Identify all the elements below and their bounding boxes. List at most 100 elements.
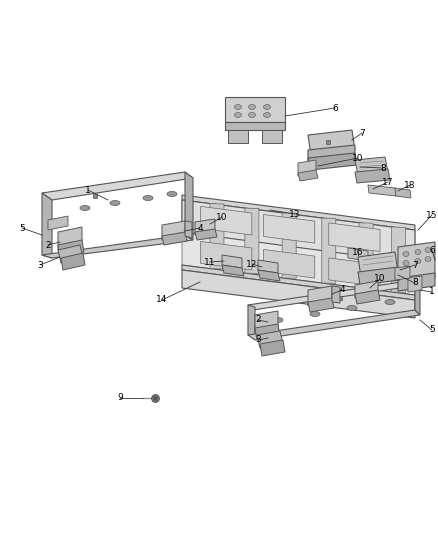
- Polygon shape: [355, 290, 380, 304]
- Polygon shape: [162, 221, 185, 240]
- Polygon shape: [210, 204, 224, 269]
- Ellipse shape: [264, 104, 271, 109]
- Text: 11: 11: [204, 257, 216, 266]
- Polygon shape: [348, 248, 368, 261]
- Text: 3: 3: [37, 261, 43, 270]
- Polygon shape: [42, 235, 193, 258]
- Polygon shape: [195, 219, 215, 235]
- Polygon shape: [355, 281, 378, 298]
- Polygon shape: [225, 122, 285, 130]
- Polygon shape: [355, 157, 388, 175]
- Text: 7: 7: [359, 128, 365, 138]
- Polygon shape: [201, 206, 252, 235]
- Ellipse shape: [110, 200, 120, 206]
- Polygon shape: [308, 145, 355, 163]
- Polygon shape: [264, 214, 315, 243]
- Polygon shape: [182, 265, 415, 300]
- Polygon shape: [398, 242, 435, 283]
- Polygon shape: [255, 311, 278, 332]
- Text: 6: 6: [429, 246, 435, 254]
- Polygon shape: [329, 223, 380, 252]
- Text: 4: 4: [197, 223, 203, 232]
- Text: 1: 1: [429, 287, 435, 296]
- Text: 10: 10: [374, 274, 386, 284]
- Polygon shape: [42, 193, 52, 258]
- Polygon shape: [185, 221, 192, 238]
- Polygon shape: [182, 200, 415, 295]
- Polygon shape: [298, 170, 318, 181]
- Polygon shape: [222, 265, 244, 276]
- Text: 7: 7: [412, 261, 418, 270]
- Polygon shape: [308, 130, 355, 155]
- Polygon shape: [185, 172, 193, 240]
- Ellipse shape: [264, 112, 271, 117]
- Polygon shape: [255, 324, 280, 340]
- Text: 10: 10: [216, 213, 228, 222]
- Polygon shape: [258, 270, 280, 281]
- Polygon shape: [359, 223, 373, 288]
- Polygon shape: [395, 188, 411, 198]
- Polygon shape: [408, 276, 422, 292]
- Polygon shape: [322, 218, 336, 284]
- Polygon shape: [308, 153, 357, 170]
- Polygon shape: [162, 232, 187, 245]
- Ellipse shape: [248, 112, 255, 117]
- Polygon shape: [398, 273, 435, 291]
- Ellipse shape: [80, 206, 90, 211]
- Polygon shape: [358, 252, 398, 277]
- Ellipse shape: [143, 196, 153, 200]
- Text: 1: 1: [85, 185, 91, 195]
- Polygon shape: [332, 286, 340, 303]
- Text: 4: 4: [339, 286, 345, 295]
- Ellipse shape: [415, 259, 421, 263]
- Ellipse shape: [310, 311, 320, 317]
- Polygon shape: [42, 172, 193, 200]
- Polygon shape: [308, 286, 332, 306]
- Polygon shape: [58, 240, 84, 257]
- Polygon shape: [282, 213, 296, 278]
- Text: 15: 15: [426, 211, 438, 220]
- Polygon shape: [358, 267, 400, 285]
- Text: 18: 18: [404, 181, 416, 190]
- Ellipse shape: [425, 247, 431, 253]
- Polygon shape: [245, 208, 259, 273]
- Polygon shape: [308, 298, 334, 312]
- Ellipse shape: [425, 256, 431, 262]
- Text: 5: 5: [429, 326, 435, 335]
- Polygon shape: [264, 249, 315, 278]
- Polygon shape: [58, 245, 83, 263]
- Polygon shape: [248, 280, 420, 310]
- Ellipse shape: [234, 112, 241, 117]
- Polygon shape: [182, 270, 415, 318]
- Text: 8: 8: [380, 164, 386, 173]
- Polygon shape: [48, 216, 68, 230]
- Polygon shape: [222, 255, 242, 268]
- Text: 9: 9: [117, 393, 123, 402]
- Text: 3: 3: [255, 335, 261, 344]
- Text: 13: 13: [289, 209, 301, 219]
- Text: 8: 8: [412, 279, 418, 287]
- Polygon shape: [61, 253, 85, 270]
- Polygon shape: [395, 266, 410, 280]
- Ellipse shape: [403, 252, 409, 256]
- Polygon shape: [355, 169, 390, 183]
- Polygon shape: [201, 241, 252, 270]
- Text: 10: 10: [352, 154, 364, 163]
- Text: 16: 16: [352, 247, 364, 256]
- Polygon shape: [298, 160, 316, 176]
- Ellipse shape: [347, 305, 357, 311]
- Polygon shape: [225, 97, 285, 122]
- Text: 12: 12: [246, 260, 258, 269]
- Ellipse shape: [248, 104, 255, 109]
- Polygon shape: [58, 227, 82, 250]
- Ellipse shape: [234, 104, 241, 109]
- Polygon shape: [195, 229, 217, 240]
- Ellipse shape: [385, 300, 395, 304]
- Text: 5: 5: [19, 223, 25, 232]
- Polygon shape: [182, 200, 415, 263]
- Polygon shape: [257, 331, 283, 348]
- Polygon shape: [228, 130, 248, 143]
- Text: 2: 2: [255, 316, 261, 325]
- Polygon shape: [329, 258, 380, 287]
- Ellipse shape: [403, 261, 409, 265]
